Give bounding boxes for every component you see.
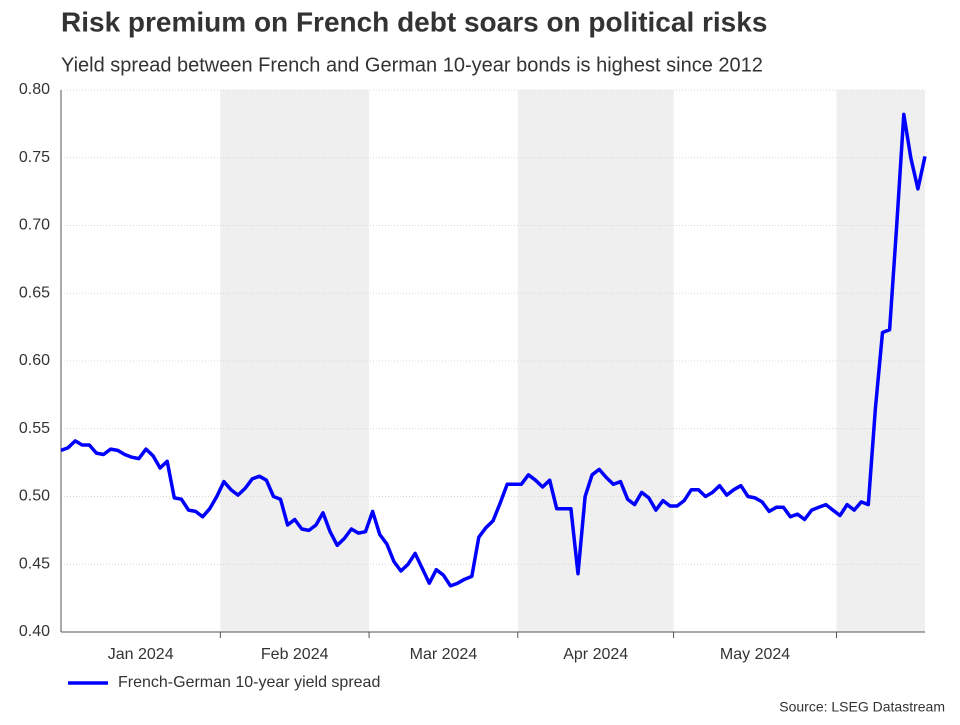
x-tick-label: Feb 2024	[261, 646, 329, 663]
series-line	[60, 112, 927, 588]
y-tick-label: 0.50	[19, 488, 50, 505]
y-tick-label: 0.75	[19, 149, 50, 166]
x-tick-label: Jan 2024	[108, 646, 174, 663]
month-band	[220, 90, 370, 632]
legend-label: French-German 10-year yield spread	[118, 674, 380, 691]
y-tick-label: 0.55	[19, 420, 50, 437]
chart-subtitle: Yield spread between French and German 1…	[61, 54, 763, 76]
y-tick-label: 0.65	[19, 284, 50, 301]
y-tick-label: 0.40	[19, 623, 50, 640]
x-tick-label: Mar 2024	[410, 646, 478, 663]
y-tick-label: 0.70	[19, 217, 50, 234]
source-note: Source: LSEG Datastream	[779, 699, 945, 715]
bands	[220, 90, 925, 632]
chart-title: Risk premium on French debt soars on pol…	[61, 6, 767, 37]
y-tick-label: 0.80	[19, 81, 50, 98]
y-tick-label: 0.60	[19, 352, 50, 369]
x-tick-label: May 2024	[720, 646, 790, 663]
y-tick-label: 0.45	[19, 555, 50, 572]
x-tick-label: Apr 2024	[563, 646, 628, 663]
